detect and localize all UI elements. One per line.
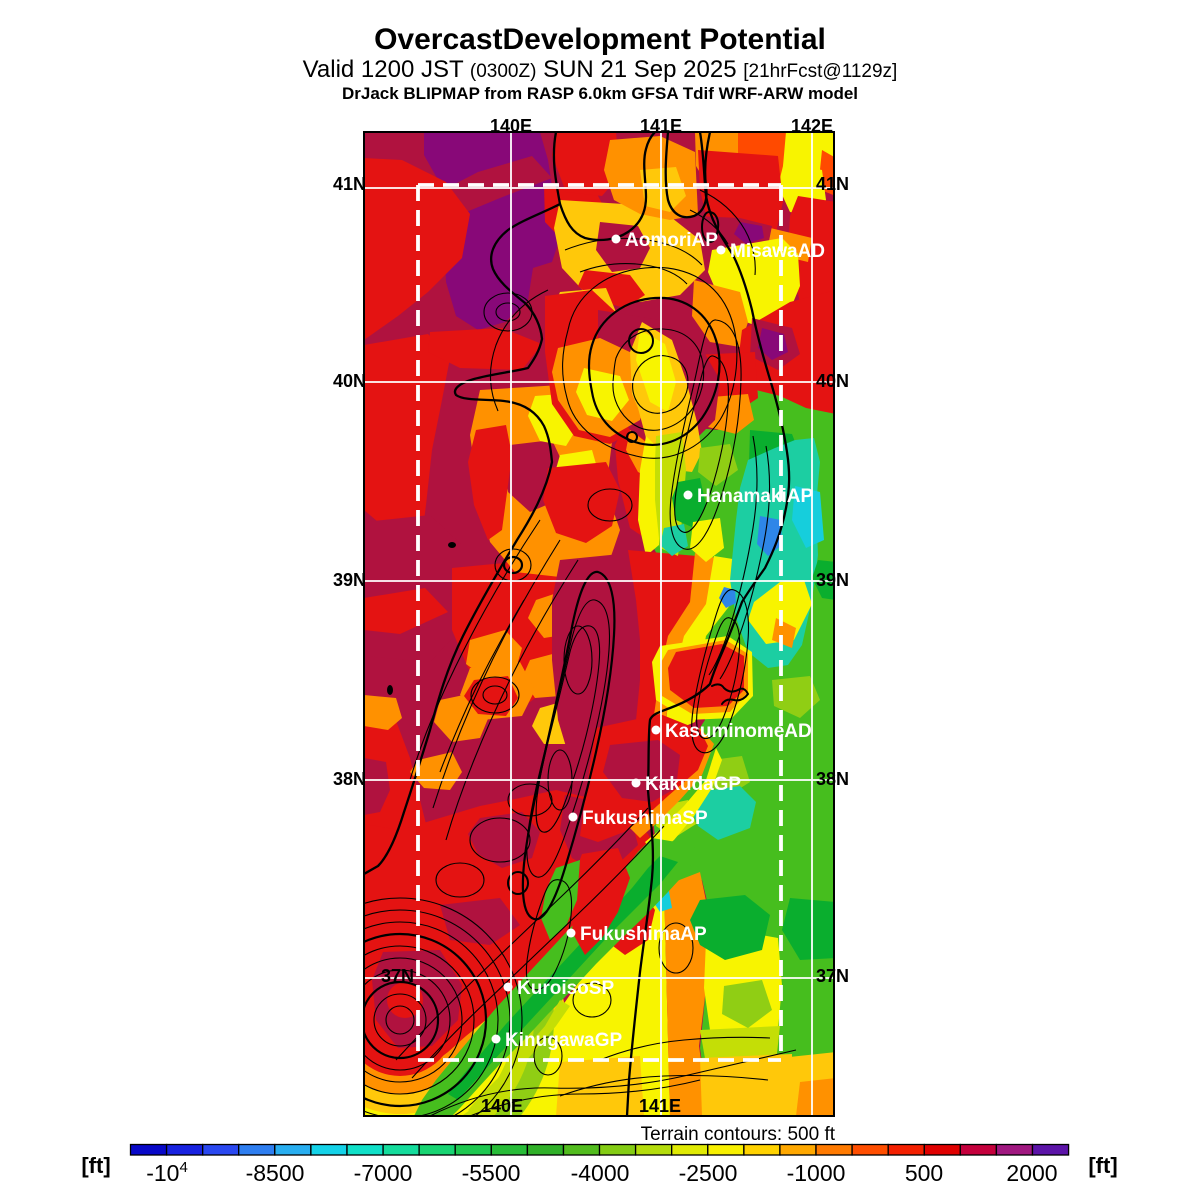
svg-text:38N: 38N	[333, 769, 366, 789]
svg-text:142E: 142E	[791, 116, 833, 136]
svg-text:2000: 2000	[1006, 1160, 1057, 1186]
svg-text:141E: 141E	[639, 1096, 681, 1116]
svg-text:-4000: -4000	[571, 1160, 630, 1186]
svg-text:FukushimaSP: FukushimaSP	[582, 808, 708, 829]
svg-text:-8500: -8500	[246, 1160, 305, 1186]
svg-text:40N: 40N	[816, 371, 849, 391]
svg-text:Terrain contours: 500 ft: Terrain contours: 500 ft	[641, 1124, 836, 1145]
svg-text:40N: 40N	[333, 371, 366, 391]
svg-text:41N: 41N	[816, 174, 849, 194]
svg-text:-1000: -1000	[787, 1160, 846, 1186]
svg-text:37N: 37N	[816, 966, 849, 986]
svg-text:AomoriAP: AomoriAP	[625, 230, 718, 251]
svg-text:KinugawaGP: KinugawaGP	[505, 1030, 623, 1051]
svg-text:FukushimaAP: FukushimaAP	[580, 924, 707, 945]
svg-text:KasuminomeAD: KasuminomeAD	[665, 721, 812, 742]
svg-text:DrJack BLIPMAP from RASP 6.0km: DrJack BLIPMAP from RASP 6.0km GFSA Tdif…	[342, 84, 858, 103]
svg-text:37N: 37N	[381, 966, 414, 986]
svg-text:140E: 140E	[490, 116, 532, 136]
svg-text:HanamakiAP: HanamakiAP	[697, 486, 813, 507]
svg-text:41N: 41N	[333, 174, 366, 194]
svg-text:MisawaAD: MisawaAD	[730, 241, 825, 262]
svg-text:39N: 39N	[816, 570, 849, 590]
svg-text:140E: 140E	[481, 1096, 523, 1116]
svg-text:38N: 38N	[816, 769, 849, 789]
svg-text:KakudaGP: KakudaGP	[645, 774, 741, 795]
svg-text:-104: -104	[146, 1159, 188, 1186]
svg-text:39N: 39N	[333, 570, 366, 590]
svg-text:-5500: -5500	[462, 1160, 521, 1186]
svg-text:OvercastDevelopment Potential: OvercastDevelopment Potential	[374, 23, 826, 56]
svg-text:-7000: -7000	[354, 1160, 413, 1186]
svg-text:141E: 141E	[640, 116, 682, 136]
svg-text:Valid 1200 JST (0300Z) SUN 21: Valid 1200 JST (0300Z) SUN 21 Sep 2025 […	[303, 56, 898, 83]
svg-text:-2500: -2500	[679, 1160, 738, 1186]
svg-text:[ft]: [ft]	[1088, 1153, 1117, 1178]
svg-text:[ft]: [ft]	[81, 1153, 110, 1178]
svg-text:500: 500	[905, 1160, 943, 1186]
svg-text:KuroisoSP: KuroisoSP	[517, 978, 614, 999]
